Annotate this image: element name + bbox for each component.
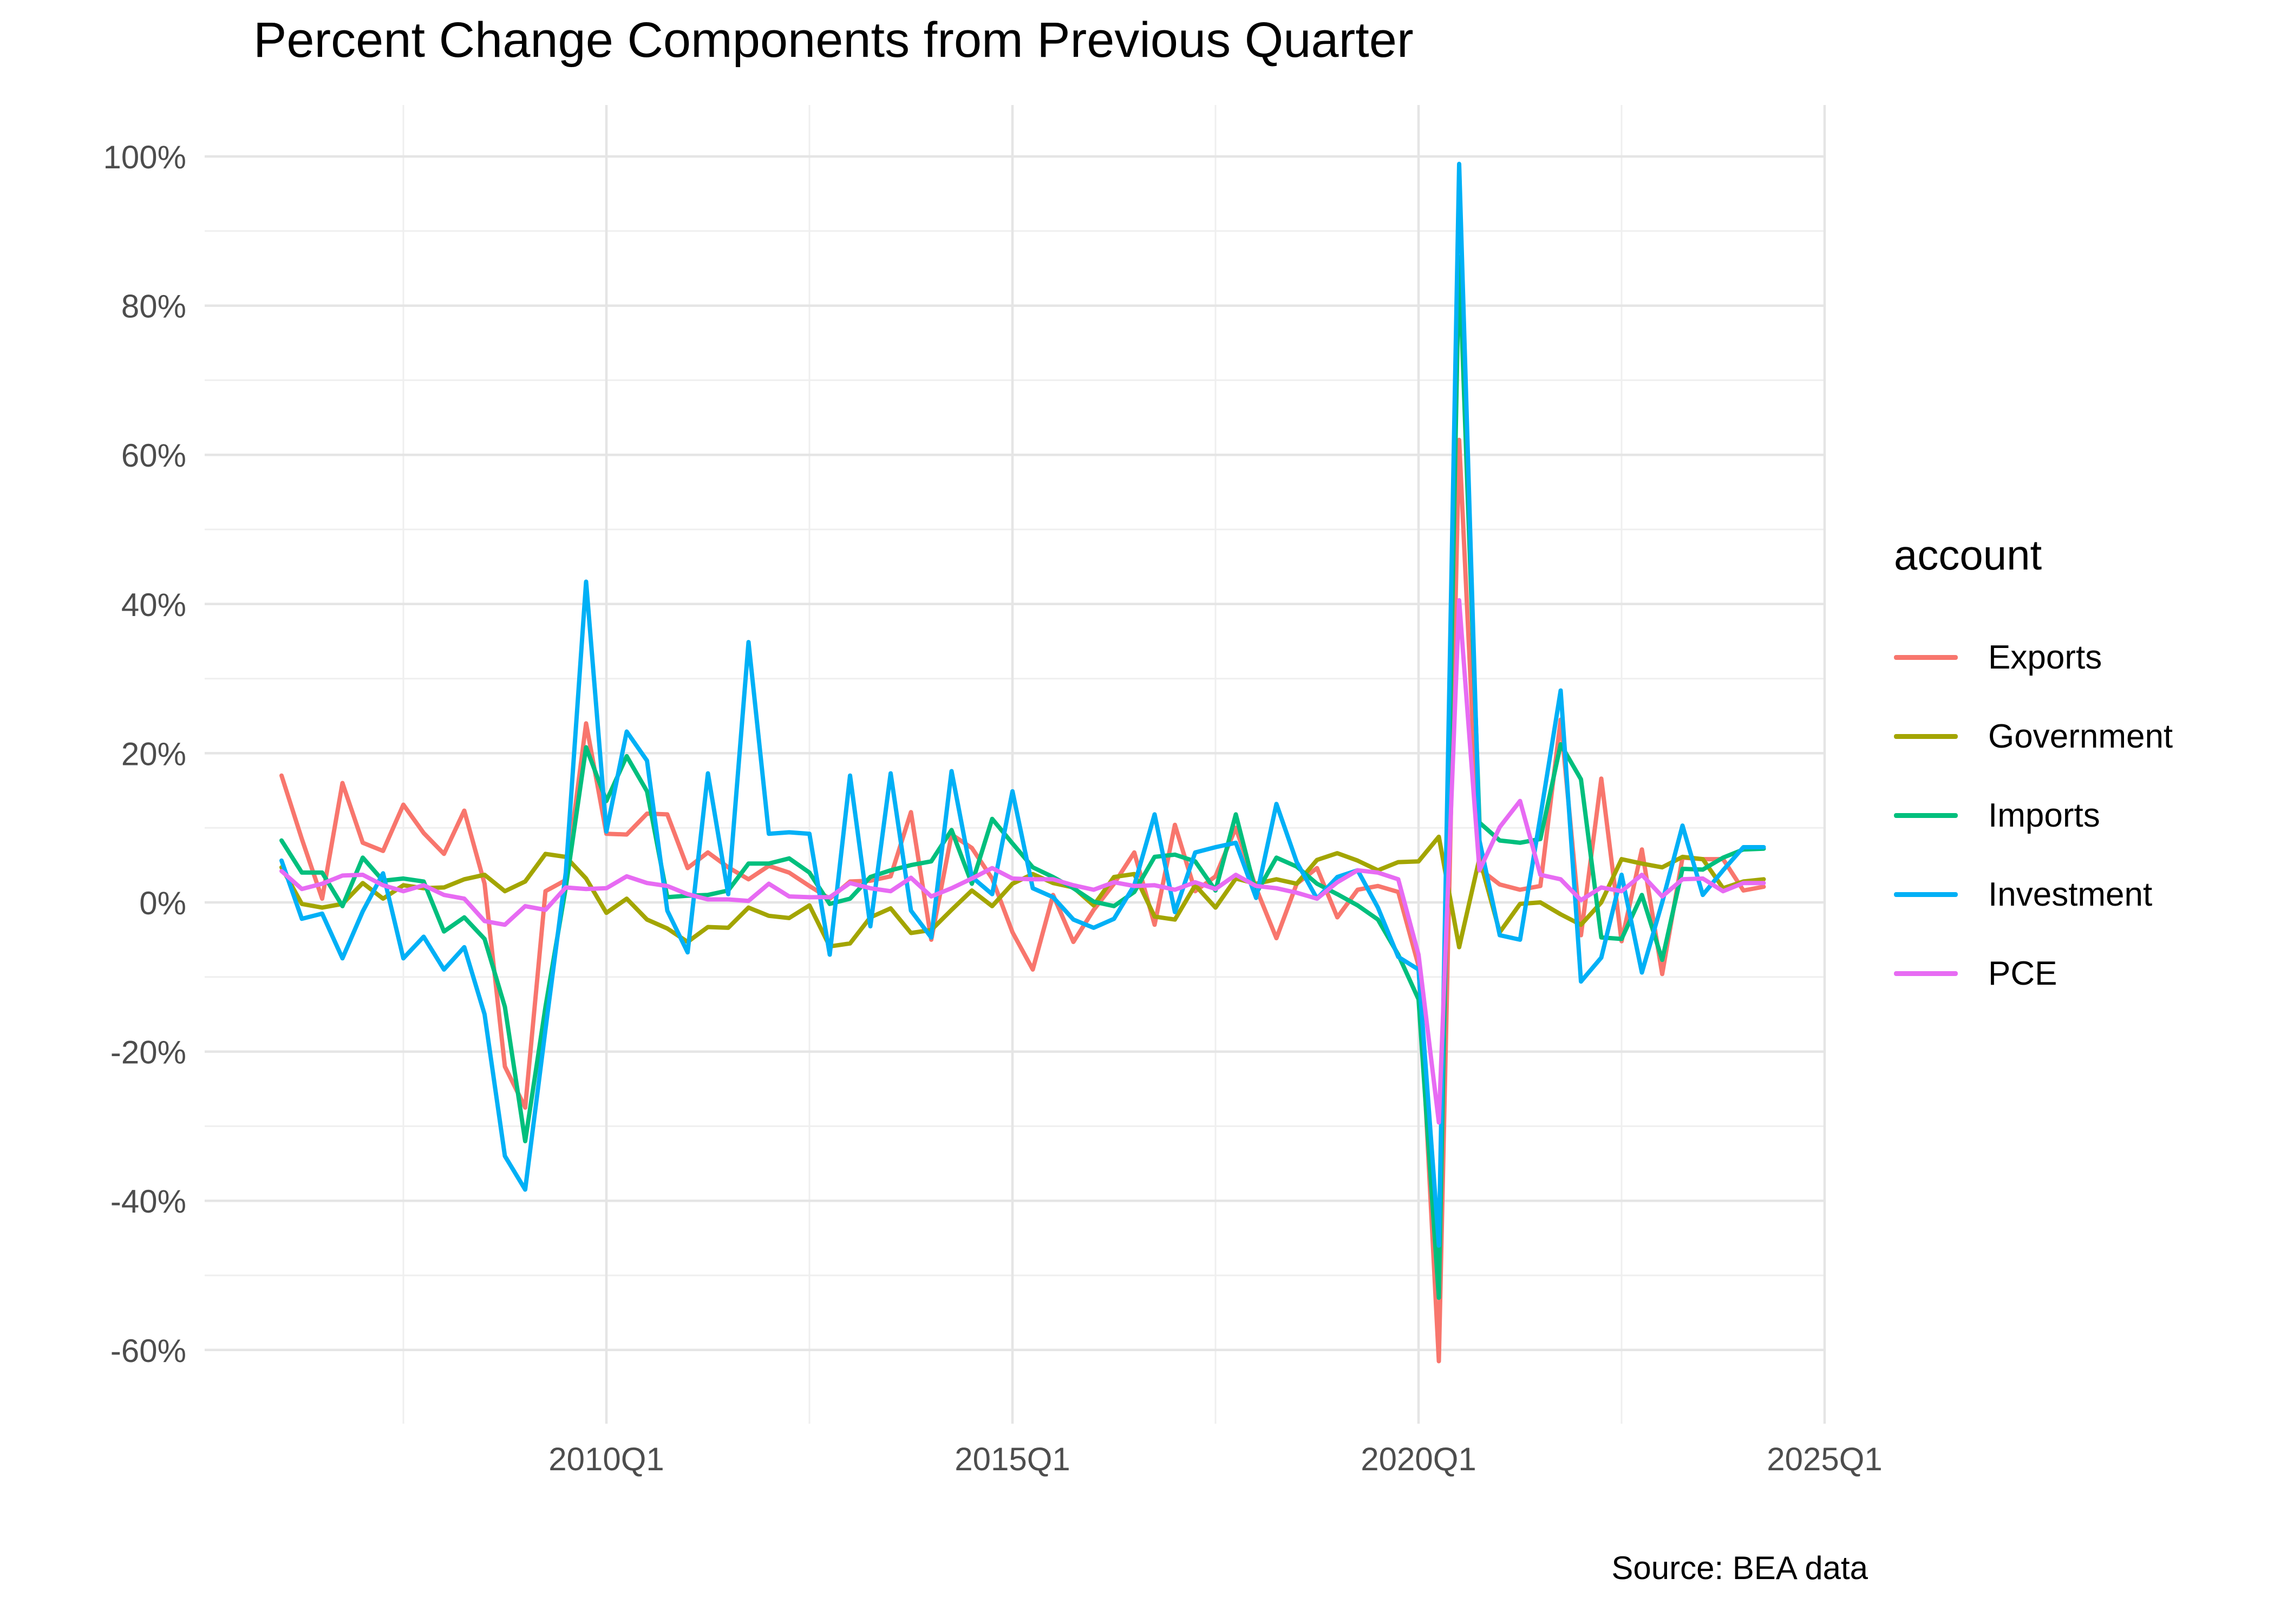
legend-swatch-pce (1894, 971, 1958, 976)
legend-label: Investment (1988, 875, 2153, 913)
y-axis-tick-label: -40% (110, 1183, 186, 1220)
y-axis-tick-label: 20% (121, 736, 186, 772)
series-line-exports (279, 437, 1766, 1364)
y-axis-tick-label: 100% (103, 139, 186, 175)
legend-swatch-government (1894, 734, 1958, 739)
legend-label: Imports (1988, 796, 2100, 834)
source-caption: Source: BEA data (1611, 1550, 1868, 1586)
legend-swatch-imports (1894, 813, 1958, 818)
x-axis-tick-label: 2020Q1 (1361, 1441, 1476, 1477)
y-axis-tick-label: -60% (110, 1333, 186, 1369)
series-line-pce (279, 598, 1766, 1125)
chart-title: Percent Change Components from Previous … (253, 12, 1414, 68)
x-axis-tick-label: 2015Q1 (955, 1441, 1070, 1477)
x-axis-tick-label: 2025Q1 (1767, 1441, 1883, 1477)
series-line-imports (279, 255, 1766, 1300)
x-axis-tick-label: 2010Q1 (548, 1441, 664, 1477)
legend-title: account (1894, 531, 2042, 579)
legend-item-imports: Imports (1894, 776, 2251, 855)
y-axis-tick-label: -20% (110, 1034, 186, 1071)
y-axis-tick-label: 80% (121, 289, 186, 325)
y-axis-tick-label: 60% (121, 437, 186, 474)
legend-item-exports: Exports (1894, 618, 2251, 697)
legend-label: Exports (1988, 638, 2102, 676)
series-line-investment (279, 161, 1766, 1248)
legend-item-government: Government (1894, 697, 2251, 776)
legend-swatch-exports (1894, 654, 1958, 660)
y-axis-tick-label: 40% (121, 587, 186, 623)
legend-item-pce: PCE (1894, 934, 2251, 1013)
legend-swatch-investment (1894, 892, 1958, 897)
y-axis-tick-label: 0% (139, 885, 186, 921)
legend-label: Government (1988, 717, 2173, 755)
legend-item-investment: Investment (1894, 855, 2251, 934)
legend: account Exports Government Imports Investme… (1894, 531, 2251, 1013)
legend-label: PCE (1988, 954, 2057, 992)
